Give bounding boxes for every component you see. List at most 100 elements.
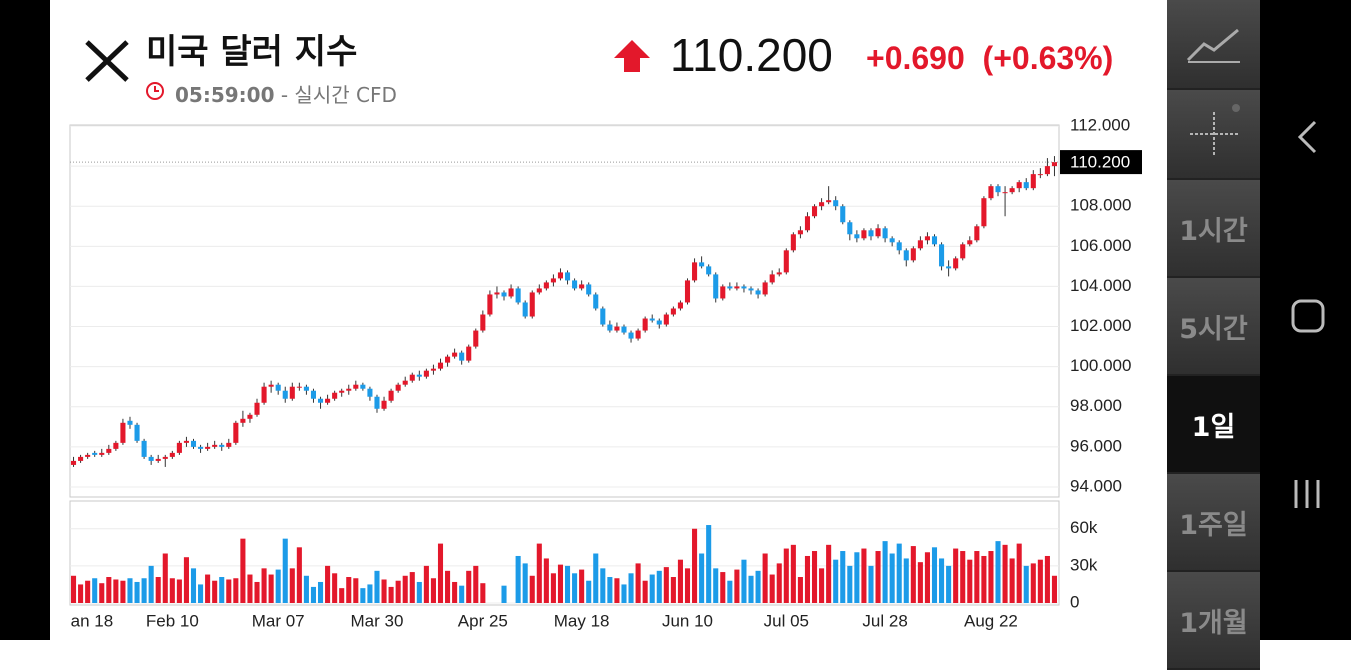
volume-bar — [840, 551, 846, 603]
candle-body — [522, 302, 528, 317]
candle-body — [176, 442, 182, 453]
candle-body — [205, 446, 211, 449]
timeframe-button[interactable]: 1일 — [1167, 376, 1260, 474]
timeframe-button[interactable]: 1주일 — [1167, 474, 1260, 572]
crosshair-icon — [1189, 104, 1240, 156]
timeframe-button[interactable]: 1개월 — [1167, 572, 1260, 670]
candle-body — [557, 272, 564, 279]
candle-body — [325, 398, 331, 403]
volume-bar — [967, 559, 973, 603]
volume-bar — [960, 551, 966, 603]
x-tick-label: Apr 25 — [458, 611, 508, 630]
candle-body — [713, 274, 719, 299]
volume-bar — [1051, 575, 1058, 603]
candle-body — [155, 458, 161, 461]
candle-body — [656, 320, 662, 325]
candle-body — [92, 452, 98, 455]
volume-bar — [783, 548, 789, 603]
volume-panel — [69, 500, 1060, 606]
y-tick-label: 106.000 — [1070, 236, 1131, 255]
back-button[interactable] — [1297, 120, 1317, 154]
candle-body — [183, 440, 189, 443]
x-tick-label: Jul 28 — [862, 611, 907, 630]
volume-bar — [1009, 558, 1015, 603]
candle-body — [480, 314, 486, 331]
candle-body — [212, 444, 218, 447]
volume-bar — [254, 581, 260, 603]
volume-bar — [240, 538, 246, 603]
volume-bar — [804, 555, 811, 603]
timeframe-button[interactable]: 1시간 — [1167, 180, 1260, 278]
volume-bar — [155, 577, 161, 603]
candle-body — [233, 422, 239, 443]
candle-body — [635, 330, 641, 339]
candle-body — [924, 236, 930, 241]
chart-type-button[interactable] — [1167, 0, 1260, 90]
candle-body — [572, 280, 578, 289]
volume-bar — [896, 543, 902, 603]
volume-bar — [148, 565, 154, 603]
candle-body — [494, 292, 500, 295]
volume-bar — [713, 568, 719, 603]
volume-bar — [501, 585, 507, 603]
volume-bar — [833, 559, 839, 603]
volume-bar — [572, 573, 578, 603]
volume-bar — [586, 580, 592, 603]
y-tick-label: 96.000 — [1070, 436, 1122, 455]
candle-body — [381, 400, 387, 409]
close-button[interactable] — [85, 40, 129, 82]
volume-bar — [854, 552, 860, 603]
candle-body — [1037, 174, 1043, 176]
volume-bar — [247, 574, 253, 603]
candle-body — [1044, 166, 1050, 175]
candle-body — [367, 388, 373, 397]
candle-body — [677, 302, 683, 309]
volume-bar — [621, 584, 627, 603]
x-tick-label: Jul 05 — [764, 611, 809, 630]
left-bar — [0, 0, 50, 640]
volume-bar — [910, 546, 916, 603]
candle-body — [741, 286, 747, 289]
recent-button[interactable] — [1294, 480, 1320, 508]
volume-bar — [388, 586, 394, 603]
candle-body — [847, 222, 853, 235]
candle-body — [332, 392, 338, 399]
y-tick-label: 94.000 — [1070, 476, 1122, 495]
x-tick-label: May 18 — [554, 611, 610, 630]
candle-body — [240, 418, 246, 423]
volume-bar — [522, 563, 528, 603]
volume-bar — [1030, 563, 1036, 603]
volume-bar — [226, 579, 232, 603]
crosshair-button[interactable] — [1167, 90, 1260, 180]
candle-body — [353, 384, 359, 389]
volume-bar — [939, 558, 945, 603]
chart-icon — [1186, 28, 1240, 63]
volume-bar — [120, 580, 126, 603]
volume-bar — [889, 553, 895, 603]
timeframe-button[interactable]: 5시간 — [1167, 278, 1260, 376]
candle-body — [219, 444, 225, 447]
candle-body — [1009, 188, 1015, 193]
candle-body — [946, 266, 952, 269]
volume-bar — [198, 584, 204, 603]
volume-bar — [550, 573, 556, 603]
candle-body — [282, 390, 288, 399]
home-button[interactable] — [1291, 299, 1325, 333]
candle-body — [268, 384, 274, 387]
candle-body — [861, 230, 867, 239]
candle-body — [423, 370, 429, 377]
volume-bar — [205, 574, 211, 603]
candle-body — [819, 202, 825, 207]
change-pct: (+0.63%) — [982, 40, 1114, 76]
volume-bar — [868, 565, 874, 603]
volume-bar — [113, 579, 119, 603]
candle-body — [310, 390, 317, 399]
volume-bar — [381, 579, 387, 603]
source: - 실시간 CFD — [280, 83, 397, 107]
candle-body — [614, 326, 620, 331]
volume-bar — [1044, 555, 1050, 603]
nav-bar — [1260, 0, 1351, 640]
candle-body — [776, 272, 782, 275]
candle-body — [706, 266, 712, 275]
candle-body — [1023, 182, 1029, 189]
